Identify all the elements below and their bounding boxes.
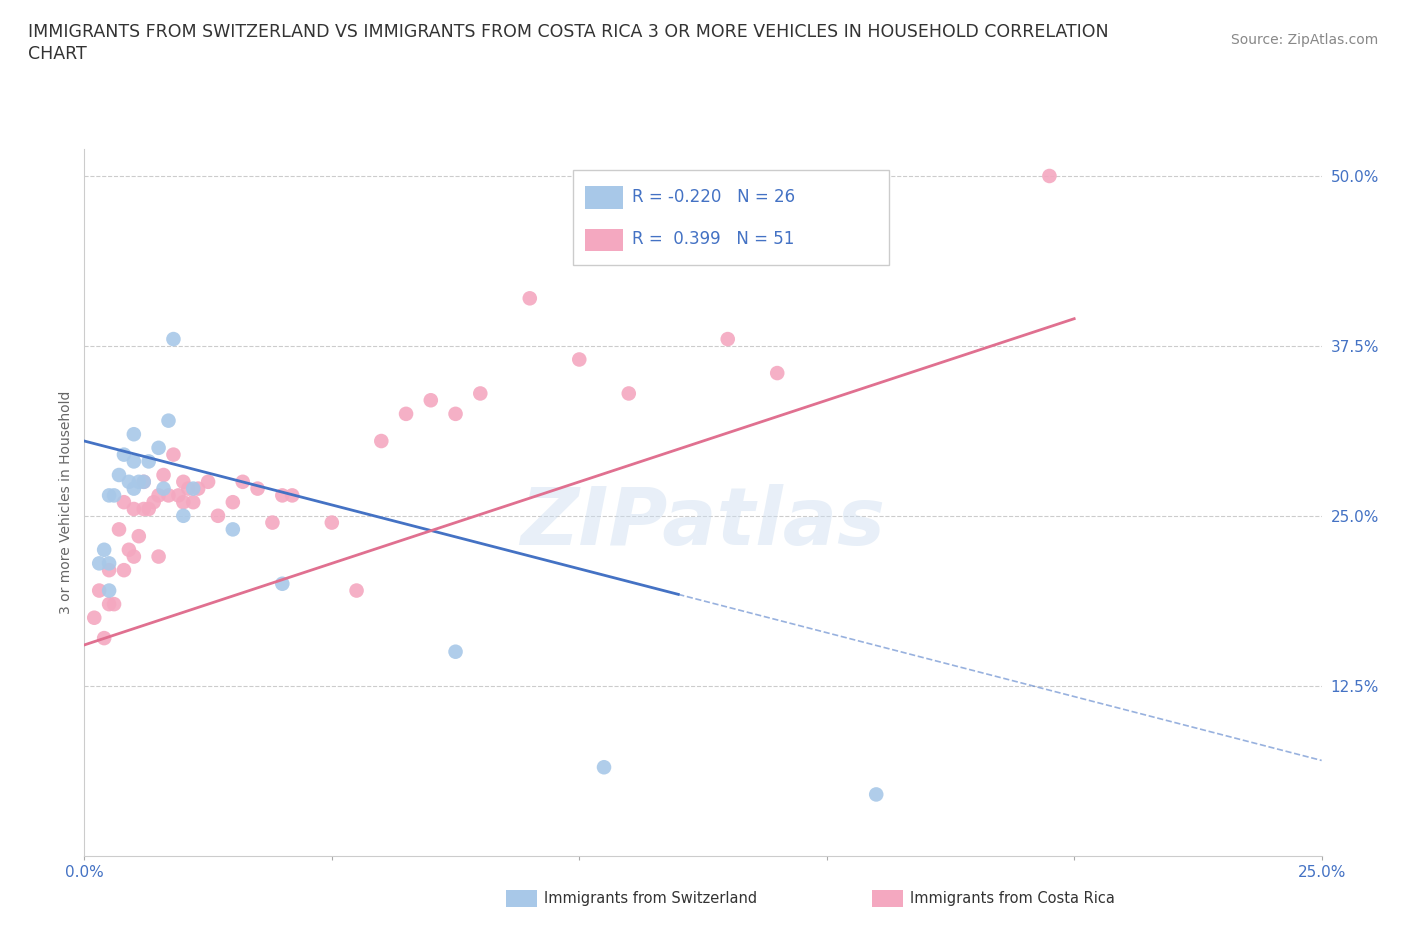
Point [132,501,155,516]
Point [108,468,131,483]
Point [321,515,343,530]
FancyBboxPatch shape [585,186,623,209]
Text: Source: ZipAtlas.com: Source: ZipAtlas.com [1230,33,1378,46]
Point [118,542,141,557]
Point [122,549,145,564]
Point [162,332,184,347]
Point [519,291,541,306]
Point [122,501,145,516]
Point [98,583,121,598]
Point [177,481,200,496]
Point [122,427,145,442]
Point [593,760,616,775]
Point [1038,168,1060,183]
Point [346,583,368,598]
Point [98,556,121,571]
Point [262,515,284,530]
Point [157,488,180,503]
Point [132,474,155,489]
Point [103,488,125,503]
Point [98,563,121,578]
Point [162,447,184,462]
Point [167,488,190,503]
Point [444,406,467,421]
Point [172,474,194,489]
Text: R =  0.399   N = 51: R = 0.399 N = 51 [633,231,794,248]
Point [142,495,165,510]
Point [281,488,304,503]
Text: Immigrants from Switzerland: Immigrants from Switzerland [544,891,758,906]
Point [232,474,254,489]
Point [766,365,789,380]
Point [118,474,141,489]
Text: CHART: CHART [28,45,87,62]
Point [122,454,145,469]
Point [271,488,294,503]
Point [138,501,160,516]
Point [815,203,838,218]
FancyBboxPatch shape [574,170,889,265]
Point [568,352,591,367]
Point [246,481,269,496]
Point [181,481,204,496]
Point [122,481,145,496]
Point [222,495,245,510]
Point [370,433,392,448]
Point [128,529,150,544]
Point [93,542,115,557]
Text: ZIPatlas: ZIPatlas [520,485,886,563]
Point [157,413,180,428]
Point [187,481,209,496]
Point [444,644,467,659]
Point [98,597,121,612]
Point [112,563,135,578]
Point [128,474,150,489]
Point [132,474,155,489]
Point [108,522,131,537]
Point [271,577,294,591]
Point [98,488,121,503]
Point [172,509,194,524]
Point [112,495,135,510]
Point [470,386,492,401]
Point [617,386,640,401]
Point [152,468,174,483]
Point [197,474,219,489]
Point [152,481,174,496]
Point [93,631,115,645]
Point [148,441,170,456]
Point [89,556,111,571]
Point [138,454,160,469]
Point [181,495,204,510]
Text: IMMIGRANTS FROM SWITZERLAND VS IMMIGRANTS FROM COSTA RICA 3 OR MORE VEHICLES IN : IMMIGRANTS FROM SWITZERLAND VS IMMIGRANT… [28,23,1109,41]
Point [207,509,229,524]
Y-axis label: 3 or more Vehicles in Household: 3 or more Vehicles in Household [59,391,73,614]
Point [717,332,740,347]
Point [89,583,111,598]
FancyBboxPatch shape [585,229,623,251]
Point [865,787,887,802]
Point [83,610,105,625]
Point [148,549,170,564]
Point [419,392,441,407]
Point [222,522,245,537]
Text: Immigrants from Costa Rica: Immigrants from Costa Rica [910,891,1115,906]
Point [395,406,418,421]
Point [103,597,125,612]
Point [148,488,170,503]
Point [865,195,887,210]
Text: R = -0.220   N = 26: R = -0.220 N = 26 [633,188,796,206]
Point [172,495,194,510]
Point [112,447,135,462]
